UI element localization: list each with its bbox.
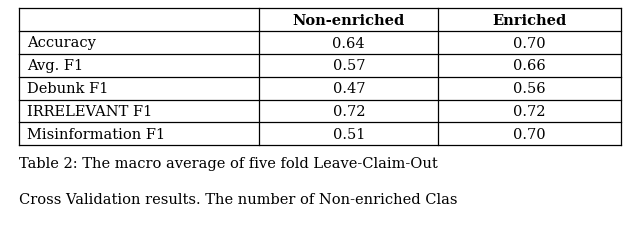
Text: 0.47: 0.47 bbox=[333, 82, 365, 96]
Text: Non-enriched: Non-enriched bbox=[292, 14, 405, 27]
Text: Debunk F1: Debunk F1 bbox=[27, 82, 108, 96]
Text: 0.70: 0.70 bbox=[513, 127, 546, 141]
Text: IRRELEVANT F1: IRRELEVANT F1 bbox=[27, 104, 152, 119]
Text: 0.70: 0.70 bbox=[513, 36, 546, 50]
Text: 0.56: 0.56 bbox=[513, 82, 546, 96]
Text: Cross Validation results. The number of Non-enriched Clas: Cross Validation results. The number of … bbox=[19, 192, 458, 206]
Text: 0.72: 0.72 bbox=[513, 104, 546, 119]
Text: 0.66: 0.66 bbox=[513, 59, 546, 73]
Text: Avg. F1: Avg. F1 bbox=[27, 59, 83, 73]
Text: 0.57: 0.57 bbox=[333, 59, 365, 73]
Text: 0.64: 0.64 bbox=[333, 36, 365, 50]
Text: 0.51: 0.51 bbox=[333, 127, 365, 141]
Text: Misinformation F1: Misinformation F1 bbox=[27, 127, 165, 141]
Text: Enriched: Enriched bbox=[492, 14, 567, 27]
Text: Accuracy: Accuracy bbox=[27, 36, 96, 50]
Text: Table 2: The macro average of five fold Leave-Claim-Out: Table 2: The macro average of five fold … bbox=[19, 156, 438, 170]
Text: 0.72: 0.72 bbox=[333, 104, 365, 119]
